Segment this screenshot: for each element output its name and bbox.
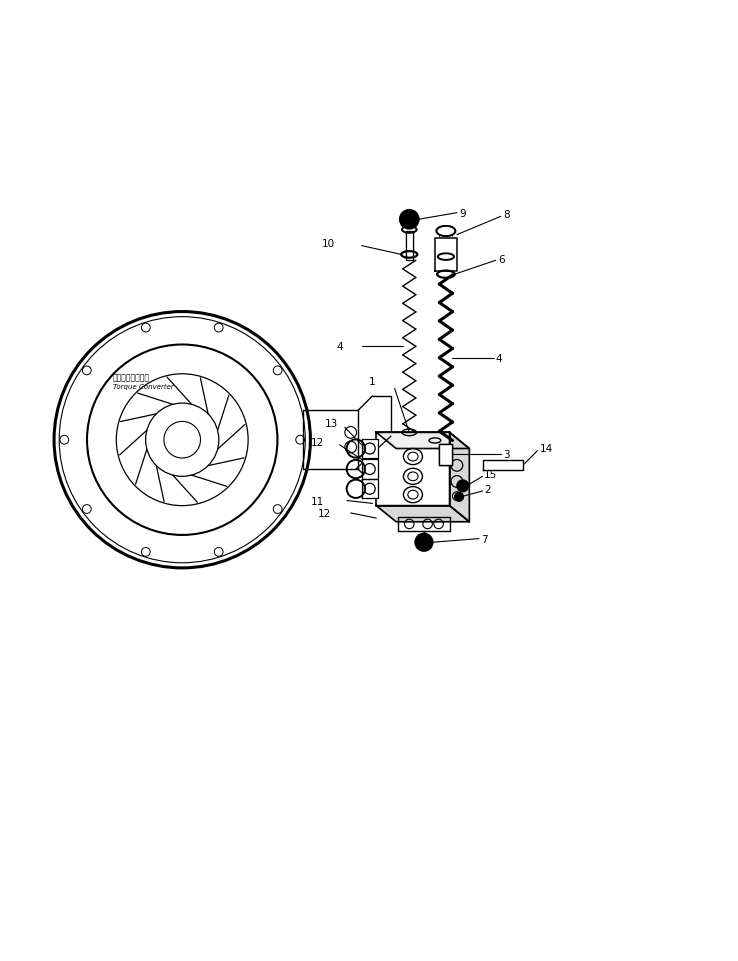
Polygon shape — [362, 480, 378, 499]
Bar — [439, 445, 452, 465]
Text: 4: 4 — [337, 342, 343, 352]
Circle shape — [415, 534, 432, 552]
Text: Torque Converter: Torque Converter — [113, 384, 173, 390]
Bar — [406, 234, 413, 261]
Text: 11: 11 — [311, 496, 324, 506]
Text: 1: 1 — [369, 377, 376, 386]
Text: 2: 2 — [485, 484, 492, 494]
Polygon shape — [483, 460, 523, 471]
Text: 12: 12 — [311, 437, 324, 448]
Circle shape — [455, 493, 463, 502]
Text: 10: 10 — [321, 238, 334, 249]
Circle shape — [400, 210, 418, 230]
Polygon shape — [449, 433, 469, 522]
Text: トルクコンバータ: トルクコンバータ — [113, 373, 150, 382]
Polygon shape — [362, 439, 378, 458]
Text: 14: 14 — [539, 443, 553, 454]
Text: 3: 3 — [503, 450, 510, 460]
Text: 15: 15 — [484, 470, 497, 480]
Text: 13: 13 — [325, 418, 338, 429]
Polygon shape — [376, 433, 449, 506]
Text: 12: 12 — [318, 508, 331, 518]
Text: 8: 8 — [503, 209, 510, 220]
Ellipse shape — [436, 227, 455, 236]
Text: 7: 7 — [481, 534, 488, 544]
Text: 9: 9 — [459, 209, 466, 218]
Polygon shape — [362, 460, 378, 479]
Text: 4: 4 — [496, 354, 503, 363]
Text: 6: 6 — [499, 255, 506, 264]
Polygon shape — [435, 239, 457, 272]
Polygon shape — [376, 506, 469, 522]
Polygon shape — [376, 433, 469, 449]
Circle shape — [457, 480, 469, 492]
